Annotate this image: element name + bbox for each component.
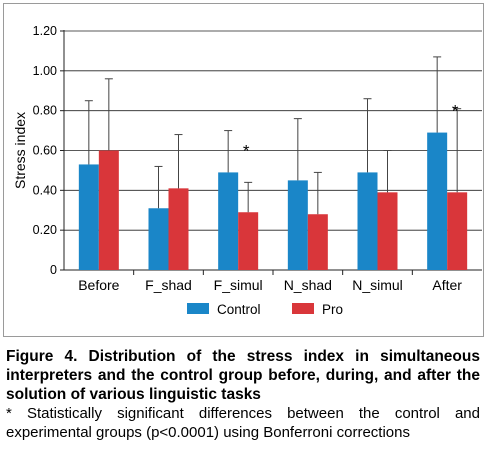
bar-control — [357, 172, 378, 270]
bar-control — [287, 180, 308, 270]
legend-label-control: Control — [217, 302, 261, 317]
x-tick-label: N_shad — [284, 277, 332, 293]
bar-control — [218, 172, 239, 270]
caption-title: Figure 4. Distribution of the stress ind… — [6, 348, 480, 403]
bar-pro — [377, 192, 398, 270]
bar-control — [427, 132, 448, 270]
y-tick-label: 0 — [50, 263, 57, 277]
y-tick-label: 1.20 — [33, 24, 57, 38]
x-tick-label: F_shad — [145, 277, 192, 293]
y-tick-label: 0.40 — [33, 183, 57, 197]
bar-pro — [98, 150, 119, 270]
legend-label-pro: Pro — [322, 302, 343, 317]
bar-control — [78, 164, 99, 270]
y-tick-label: 0.20 — [33, 223, 57, 237]
x-tick-label: After — [432, 277, 462, 293]
x-tick-label: F_simul — [214, 277, 263, 293]
chart-panel: 0 0.20 0.40 0.60 0.80 1.00 1.20 Stress index Bef… — [3, 3, 484, 337]
bar-pro — [238, 212, 259, 270]
legend-swatch-control — [187, 303, 209, 314]
caption-note: * Statistically significant differences … — [6, 405, 480, 441]
bar-pro — [447, 192, 468, 270]
y-axis-title: Stress index — [12, 112, 28, 189]
figure-caption: Figure 4. Distribution of the stress ind… — [6, 347, 480, 442]
bar-pro — [307, 214, 328, 270]
y-tick-label: 1.00 — [33, 64, 57, 78]
significance-marker: * — [243, 141, 250, 160]
y-tick-label: 0.60 — [33, 144, 57, 158]
x-tick-label: Before — [78, 277, 119, 293]
bar-control — [148, 208, 169, 270]
x-tick-label: N_simul — [352, 277, 403, 293]
bar-chart: 0 0.20 0.40 0.60 0.80 1.00 1.20 Stress index Bef… — [12, 24, 482, 317]
bar-pro — [168, 188, 189, 270]
y-tick-label: 0.80 — [33, 104, 57, 118]
legend-swatch-pro — [292, 303, 314, 314]
significance-marker: * — [452, 102, 459, 121]
